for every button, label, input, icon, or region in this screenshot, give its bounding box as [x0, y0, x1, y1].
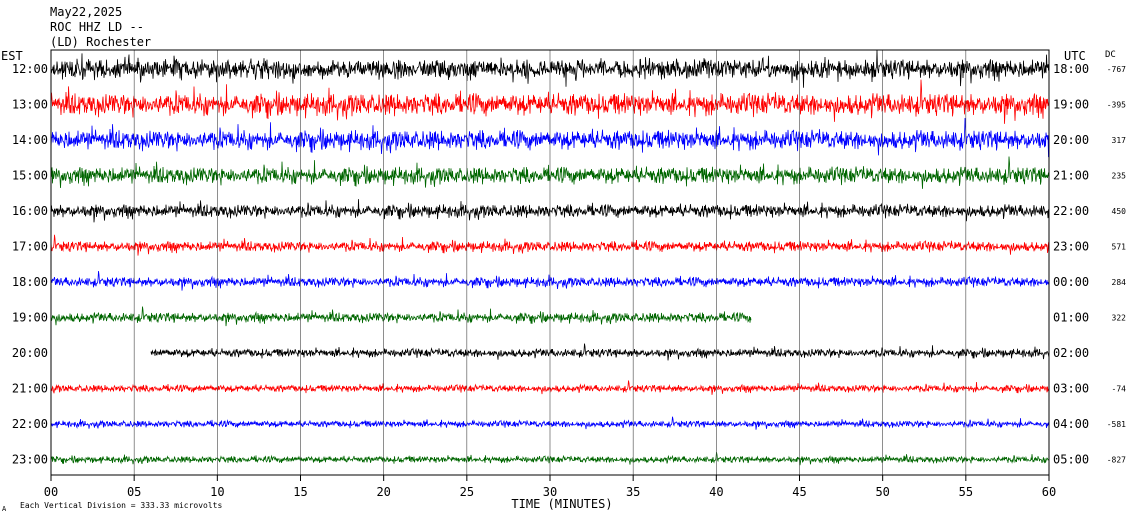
- dc-label: 317: [1112, 136, 1127, 145]
- dc-label: -767: [1107, 65, 1126, 74]
- utc-label-2100: 21:00: [1053, 169, 1089, 183]
- minute-gridlines: [133, 50, 967, 475]
- x-tick-label: 20: [376, 485, 390, 499]
- x-tick-label: 45: [792, 485, 806, 499]
- utc-label-0100: 01:00: [1053, 311, 1089, 325]
- left-zone-label: EST: [1, 49, 23, 63]
- header-channel: ROC HHZ LD --: [50, 20, 144, 34]
- utc-label-1800: 18:00: [1053, 62, 1089, 76]
- x-tick-label: 55: [959, 485, 973, 499]
- x-tick-label: 25: [460, 485, 474, 499]
- est-label-1800: 18:00: [12, 275, 48, 289]
- dc-label: -581: [1107, 420, 1126, 429]
- x-tick-label: 10: [210, 485, 224, 499]
- x-tick-label: 30: [543, 485, 557, 499]
- est-label-1500: 15:00: [12, 169, 48, 183]
- dc-offset-labels: -767 -395 317 235 450 571 284 322 -74 -581 -827: [1107, 65, 1126, 465]
- utc-label-2200: 22:00: [1053, 204, 1089, 218]
- utc-label-0200: 02:00: [1053, 346, 1089, 360]
- scale-mark: A: [2, 505, 7, 513]
- utc-label-0400: 04:00: [1053, 417, 1089, 431]
- utc-label-2000: 20:00: [1053, 133, 1089, 147]
- est-label-1300: 13:00: [12, 98, 48, 112]
- x-tick-label: 00: [44, 485, 58, 499]
- x-tick-label: 50: [875, 485, 889, 499]
- utc-label-0300: 03:00: [1053, 382, 1089, 396]
- utc-label-0500: 05:00: [1053, 453, 1089, 467]
- x-tick-label: 40: [709, 485, 723, 499]
- x-axis-ticks: 00 05 10 15 20 25 30 35 40 45 50 55 60: [44, 475, 1056, 499]
- x-tick-label: 60: [1042, 485, 1056, 499]
- est-label-1900: 19:00: [12, 311, 48, 325]
- est-label-2100: 21:00: [12, 382, 48, 396]
- est-label-2000: 20:00: [12, 346, 48, 360]
- dc-label: -395: [1107, 101, 1126, 110]
- est-label-1700: 17:00: [12, 240, 48, 254]
- right-zone-label: UTC: [1064, 49, 1086, 63]
- dc-column-header: DC: [1105, 50, 1116, 60]
- dc-label: -827: [1107, 456, 1126, 465]
- x-axis-title: TIME (MINUTES): [511, 497, 612, 511]
- x-tick-label: 05: [127, 485, 141, 499]
- dc-label: 322: [1112, 314, 1127, 323]
- dc-label: 284: [1112, 278, 1127, 287]
- utc-label-2300: 23:00: [1053, 240, 1089, 254]
- header-location: (LD) Rochester: [50, 35, 151, 49]
- header-date: May22,2025: [50, 5, 122, 19]
- x-tick-label: 35: [626, 485, 640, 499]
- utc-hour-labels: 18:00 19:00 20:00 21:00 22:00 23:00 00:00 01:00…: [1053, 62, 1089, 467]
- utc-label-1900: 19:00: [1053, 98, 1089, 112]
- dc-label: 450: [1112, 207, 1127, 216]
- utc-label-0000: 00:00: [1053, 275, 1089, 289]
- trace-1900: [50, 306, 752, 327]
- est-label-1200: 12:00: [12, 62, 48, 76]
- trace-2000: [150, 343, 1050, 361]
- est-label-2300: 23:00: [12, 453, 48, 467]
- dc-label: 571: [1112, 243, 1127, 252]
- est-label-2200: 22:00: [12, 417, 48, 431]
- scale-note: Each Vertical Division = 333.33 microvol…: [20, 501, 222, 510]
- dc-label: 235: [1112, 172, 1127, 181]
- est-hour-labels: 12:00 13:00 14:00 15:00 16:00 17:00 18:00 19:00…: [12, 62, 48, 467]
- est-label-1600: 16:00: [12, 204, 48, 218]
- dc-label: -74: [1112, 385, 1127, 394]
- est-label-1400: 14:00: [12, 133, 48, 147]
- x-tick-label: 15: [293, 485, 307, 499]
